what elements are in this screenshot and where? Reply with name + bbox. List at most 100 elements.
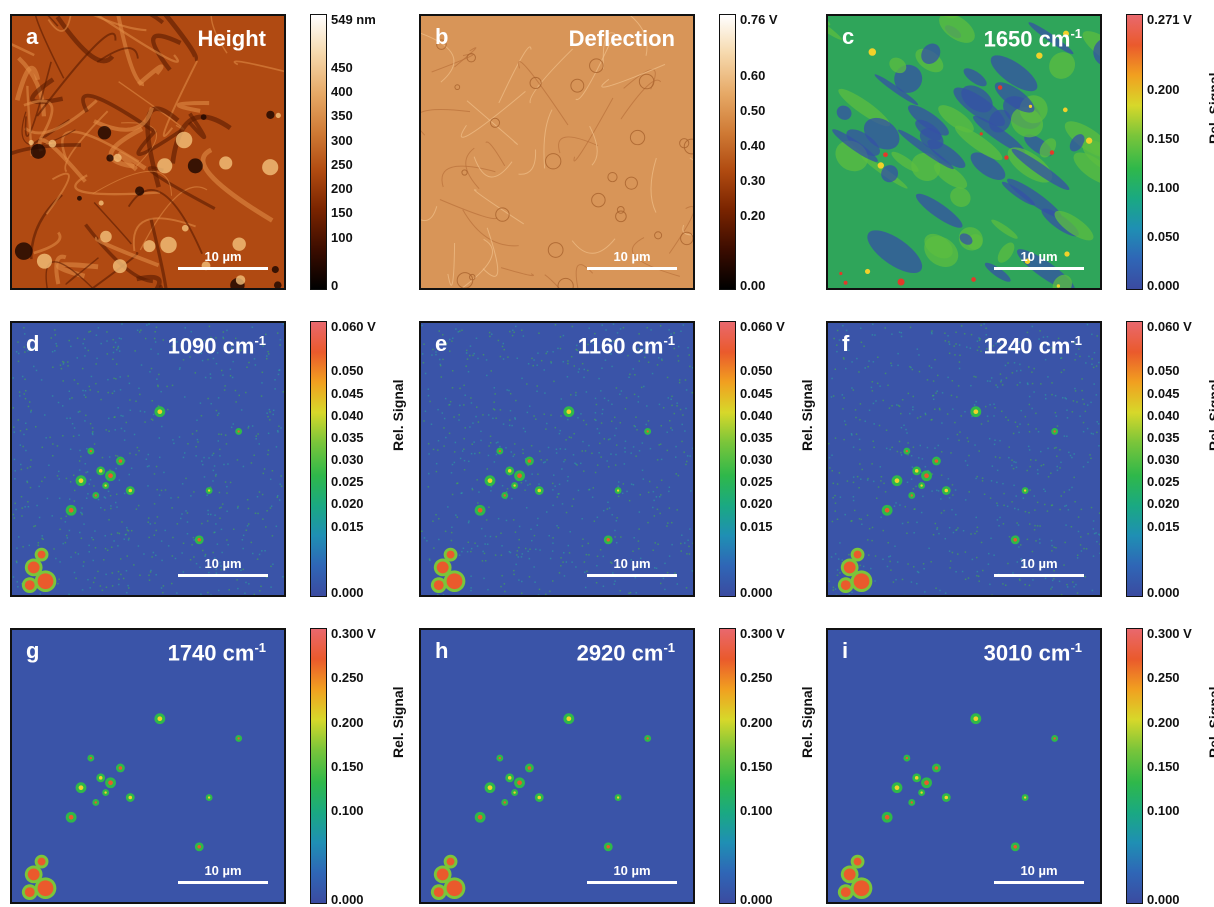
colorbar-tick: 0.150 <box>740 759 773 774</box>
colorbar-label: Rel. Signal <box>1206 379 1214 451</box>
colorbar-tick: 0.025 <box>740 474 773 489</box>
scale-bar-line <box>994 881 1084 884</box>
colorbar-tick: 0.150 <box>1147 759 1180 774</box>
colorbar-a <box>310 14 327 290</box>
scale-bar-label: 10 µm <box>587 863 677 878</box>
colorbar-label: Rel. Signal <box>390 686 406 758</box>
colorbar-tick: 0.040 <box>740 408 773 423</box>
panel-letter: g <box>26 638 39 664</box>
scale-bar-label: 10 µm <box>178 556 268 571</box>
title-superscript: -1 <box>1070 26 1082 41</box>
colorbar-tick: 0.000 <box>1147 892 1180 907</box>
colorbar-tick: 0.030 <box>331 452 364 467</box>
colorbar-tick: 0.050 <box>1147 229 1180 244</box>
colorbar-tick: 0.150 <box>331 759 364 774</box>
colorbar-tick: 0.045 <box>1147 386 1180 401</box>
colorbar-tick: 0.100 <box>1147 180 1180 195</box>
scale-bar-line <box>587 881 677 884</box>
colorbar-tick: 250 <box>331 157 353 172</box>
map-image <box>828 16 1100 288</box>
colorbar-tick: 0.271 V <box>1147 12 1192 27</box>
colorbar-tick: 0.250 <box>740 670 773 685</box>
scale-bar-label: 10 µm <box>587 556 677 571</box>
panel-title: 1160 cm-1 <box>578 333 675 359</box>
map-image <box>828 323 1100 595</box>
title-superscript: -1 <box>1070 640 1082 655</box>
colorbar-tick: 0.050 <box>1147 363 1180 378</box>
panel-letter: e <box>435 331 447 357</box>
scale-bar-line <box>587 574 677 577</box>
scale-bar-line <box>178 881 268 884</box>
colorbar-tick: 0.300 V <box>331 626 376 641</box>
colorbar-label: Rel. Signal <box>799 379 815 451</box>
scale-bar: 10 µm <box>587 556 677 577</box>
colorbar-tick: 549 nm <box>331 12 376 27</box>
colorbar-g <box>310 628 327 904</box>
scale-bar-label: 10 µm <box>587 249 677 264</box>
colorbar-tick: 400 <box>331 84 353 99</box>
colorbar-d <box>310 321 327 597</box>
colorbar-tick: 0.100 <box>740 803 773 818</box>
map-image <box>12 630 284 902</box>
scale-bar-label: 10 µm <box>178 249 268 264</box>
colorbar-tick: 0.020 <box>1147 496 1180 511</box>
map-image <box>12 16 284 288</box>
colorbar-tick: 0.035 <box>740 430 773 445</box>
colorbar-tick: 0.060 V <box>740 319 785 334</box>
colorbar-tick: 0.40 <box>740 138 765 153</box>
colorbar-tick: 0.025 <box>331 474 364 489</box>
colorbar-tick: 0.000 <box>331 585 364 600</box>
colorbar-tick: 0.040 <box>331 408 364 423</box>
scale-bar: 10 µm <box>994 556 1084 577</box>
map-image <box>828 630 1100 902</box>
colorbar-tick: 0.150 <box>1147 131 1180 146</box>
title-superscript: -1 <box>663 640 675 655</box>
colorbar-tick: 0.025 <box>1147 474 1180 489</box>
map-image <box>421 630 693 902</box>
colorbar-tick: 300 <box>331 133 353 148</box>
colorbar-tick: 0.200 <box>1147 82 1180 97</box>
colorbar-f <box>1126 321 1143 597</box>
colorbar-tick: 0.035 <box>331 430 364 445</box>
map-image <box>12 323 284 595</box>
colorbar-tick: 0.200 <box>1147 715 1180 730</box>
colorbar-c <box>1126 14 1143 290</box>
colorbar-tick: 0.015 <box>740 519 773 534</box>
colorbar-tick: 0.250 <box>1147 670 1180 685</box>
colorbar-tick: 0.100 <box>331 803 364 818</box>
colorbar-label: Rel. Signal <box>799 686 815 758</box>
colorbar-tick: 0.300 V <box>1147 626 1192 641</box>
scale-bar-line <box>994 574 1084 577</box>
panel-title: 1740 cm-1 <box>168 640 266 666</box>
colorbar-tick: 0.050 <box>740 363 773 378</box>
scale-bar: 10 µm <box>587 863 677 884</box>
colorbar-tick: 0.045 <box>331 386 364 401</box>
colorbar-tick: 0.030 <box>1147 452 1180 467</box>
scale-bar-line <box>178 574 268 577</box>
colorbar-tick: 0.50 <box>740 103 765 118</box>
colorbar-i <box>1126 628 1143 904</box>
colorbar-tick: 0.000 <box>1147 585 1180 600</box>
colorbar-tick: 0.76 V <box>740 12 778 27</box>
scale-bar: 10 µm <box>994 863 1084 884</box>
scale-bar: 10 µm <box>178 556 268 577</box>
panel-g: g 1740 cm-1 10 µm <box>10 628 286 904</box>
panel-title: 3010 cm-1 <box>984 640 1082 666</box>
panel-letter: b <box>435 24 448 50</box>
panel-letter: i <box>842 638 848 664</box>
panel-i: i 3010 cm-1 10 µm <box>826 628 1102 904</box>
colorbar-label: Rel. Signal <box>390 379 406 451</box>
scale-bar-line <box>994 267 1084 270</box>
panel-letter: d <box>26 331 39 357</box>
scale-bar-line <box>178 267 268 270</box>
colorbar-tick: 0.60 <box>740 68 765 83</box>
colorbar-tick: 0.00 <box>740 278 765 293</box>
title-superscript: -1 <box>254 640 266 655</box>
scale-bar: 10 µm <box>178 863 268 884</box>
colorbar-tick: 0.300 V <box>740 626 785 641</box>
colorbar-tick: 0.050 <box>331 363 364 378</box>
